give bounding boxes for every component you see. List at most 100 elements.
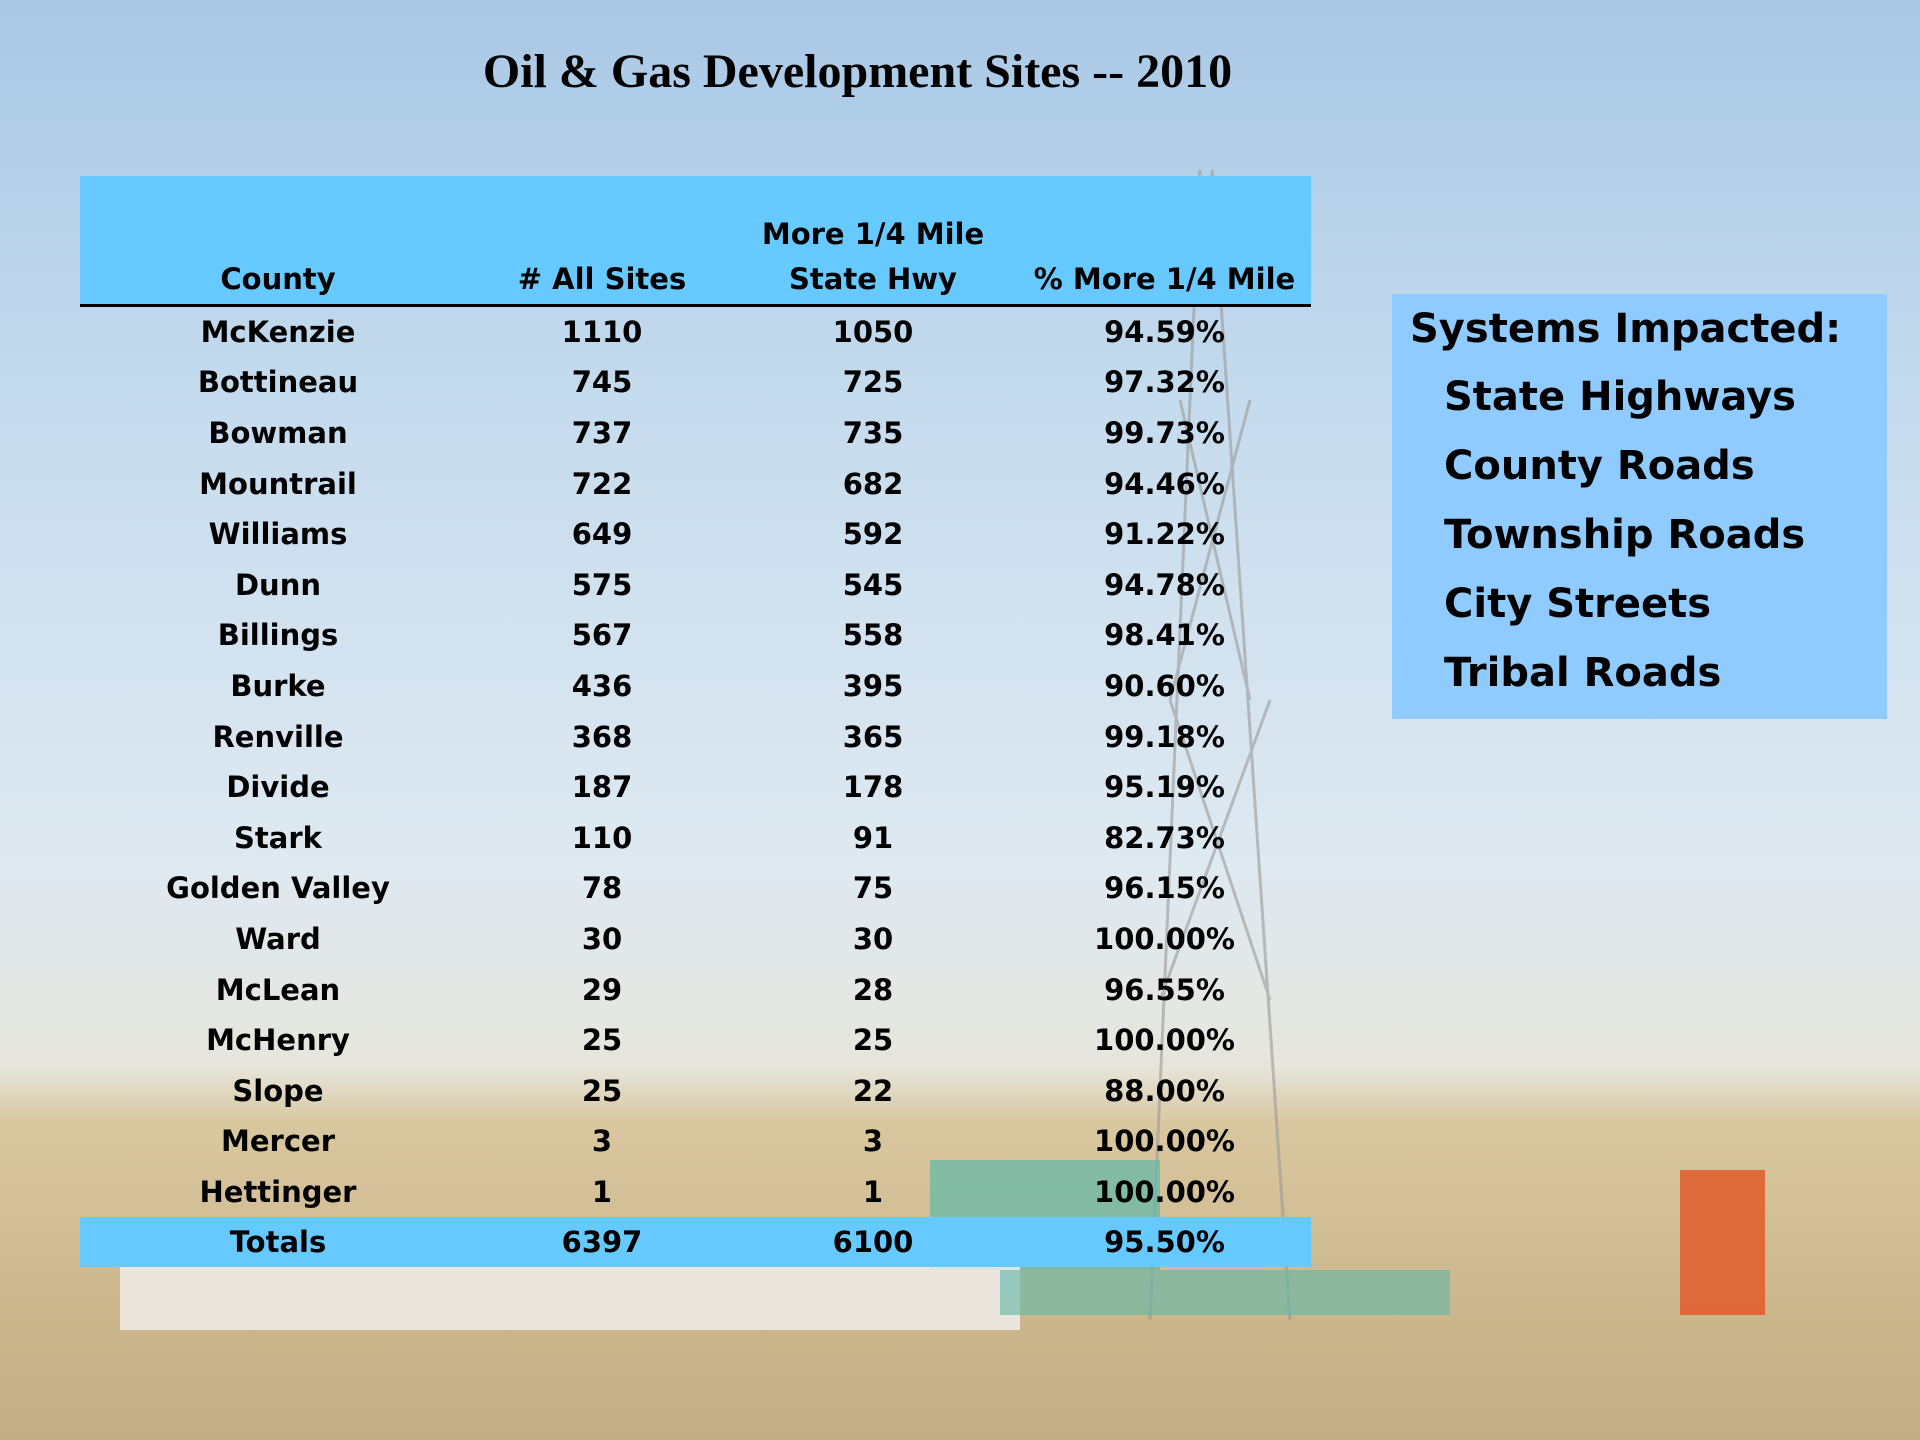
table-cell: Dunn xyxy=(80,559,476,610)
table-cell: McHenry xyxy=(80,1015,476,1066)
table-cell: 25 xyxy=(728,1015,1018,1066)
totals-cell: 6397 xyxy=(476,1217,728,1267)
table-cell: 96.55% xyxy=(1018,964,1311,1015)
header-line: More 1/4 Mile xyxy=(728,212,1018,257)
header-line: County xyxy=(80,257,476,302)
table-cell: Mountrail xyxy=(80,458,476,509)
table-cell: 25 xyxy=(476,1065,728,1116)
side-box-item: Township Roads xyxy=(1444,512,1805,558)
table-cell: 100.00% xyxy=(1018,914,1311,965)
column-header: % More 1/4 Mile xyxy=(1018,176,1311,305)
table-cell: Ward xyxy=(80,914,476,965)
totals-cell: Totals xyxy=(80,1217,476,1267)
table-cell: 95.19% xyxy=(1018,762,1311,813)
table-cell: 682 xyxy=(728,458,1018,509)
side-box-title: Systems Impacted: xyxy=(1410,306,1841,352)
table-cell: 94.46% xyxy=(1018,458,1311,509)
table-cell: 1110 xyxy=(476,305,728,357)
header-row: County# All SitesMore 1/4 MileState Hwy%… xyxy=(80,176,1311,305)
side-box-item: State Highways xyxy=(1444,374,1796,420)
table-cell: 722 xyxy=(476,458,728,509)
table-cell: 94.78% xyxy=(1018,559,1311,610)
table-cell: 1 xyxy=(728,1167,1018,1218)
table-cell: Bowman xyxy=(80,408,476,459)
side-box-item: County Roads xyxy=(1444,443,1755,489)
header-line: # All Sites xyxy=(476,257,728,302)
table-cell: 187 xyxy=(476,762,728,813)
table-cell: Divide xyxy=(80,762,476,813)
table-cell: 29 xyxy=(476,964,728,1015)
table-cell: Stark xyxy=(80,812,476,863)
table-cell: 100.00% xyxy=(1018,1015,1311,1066)
table-cell: 90.60% xyxy=(1018,661,1311,712)
table-cell: 567 xyxy=(476,610,728,661)
table-cell: 100.00% xyxy=(1018,1116,1311,1167)
table-cell: 545 xyxy=(728,559,1018,610)
table-cell: 25 xyxy=(476,1015,728,1066)
table-cell: 436 xyxy=(476,661,728,712)
table-cell: 365 xyxy=(728,711,1018,762)
table-cell: Burke xyxy=(80,661,476,712)
table-cell: 725 xyxy=(728,357,1018,408)
table-cell: 75 xyxy=(728,863,1018,914)
totals-cell: 6100 xyxy=(728,1217,1018,1267)
table-cell: 575 xyxy=(476,559,728,610)
table-cell: 745 xyxy=(476,357,728,408)
table-cell: 558 xyxy=(728,610,1018,661)
table-cell: 99.73% xyxy=(1018,408,1311,459)
table-cell: McKenzie xyxy=(80,305,476,357)
table-cell: 100.00% xyxy=(1018,1167,1311,1218)
table-cell: 91.22% xyxy=(1018,509,1311,560)
table-cell: 30 xyxy=(476,914,728,965)
table-cell: Slope xyxy=(80,1065,476,1116)
header-line: % More 1/4 Mile xyxy=(1018,257,1311,302)
table-cell: Williams xyxy=(80,509,476,560)
table-cell: Renville xyxy=(80,711,476,762)
table-cell: 368 xyxy=(476,711,728,762)
totals-cell: 95.50% xyxy=(1018,1217,1311,1267)
table-cell: 22 xyxy=(728,1065,1018,1116)
table-cell: Mercer xyxy=(80,1116,476,1167)
column-header: # All Sites xyxy=(476,176,728,305)
table-cell: 99.18% xyxy=(1018,711,1311,762)
table-cell: 96.15% xyxy=(1018,863,1311,914)
table-cell: 178 xyxy=(728,762,1018,813)
table-cell: 110 xyxy=(476,812,728,863)
table-cell: 94.59% xyxy=(1018,305,1311,357)
table-cell: 1050 xyxy=(728,305,1018,357)
table-cell: McLean xyxy=(80,964,476,1015)
table-cell: 91 xyxy=(728,812,1018,863)
table-cell: 592 xyxy=(728,509,1018,560)
table-cell: Hettinger xyxy=(80,1167,476,1218)
header-line: State Hwy xyxy=(728,257,1018,302)
table-cell: 97.32% xyxy=(1018,357,1311,408)
table-cell: 3 xyxy=(728,1116,1018,1167)
side-box: Systems Impacted: State Highways County R… xyxy=(1392,294,1887,719)
table-cell: 98.41% xyxy=(1018,610,1311,661)
side-box-item: City Streets xyxy=(1444,581,1711,627)
table-cell: 82.73% xyxy=(1018,812,1311,863)
table-cell: 1 xyxy=(476,1167,728,1218)
slide-title: Oil & Gas Development Sites -- 2010 xyxy=(0,44,1715,99)
table-cell: 78 xyxy=(476,863,728,914)
table-cell: 649 xyxy=(476,509,728,560)
slide: Oil & Gas Development Sites -- 2010 Coun… xyxy=(0,0,1920,1440)
table-cell: 737 xyxy=(476,408,728,459)
table-cell: Billings xyxy=(80,610,476,661)
